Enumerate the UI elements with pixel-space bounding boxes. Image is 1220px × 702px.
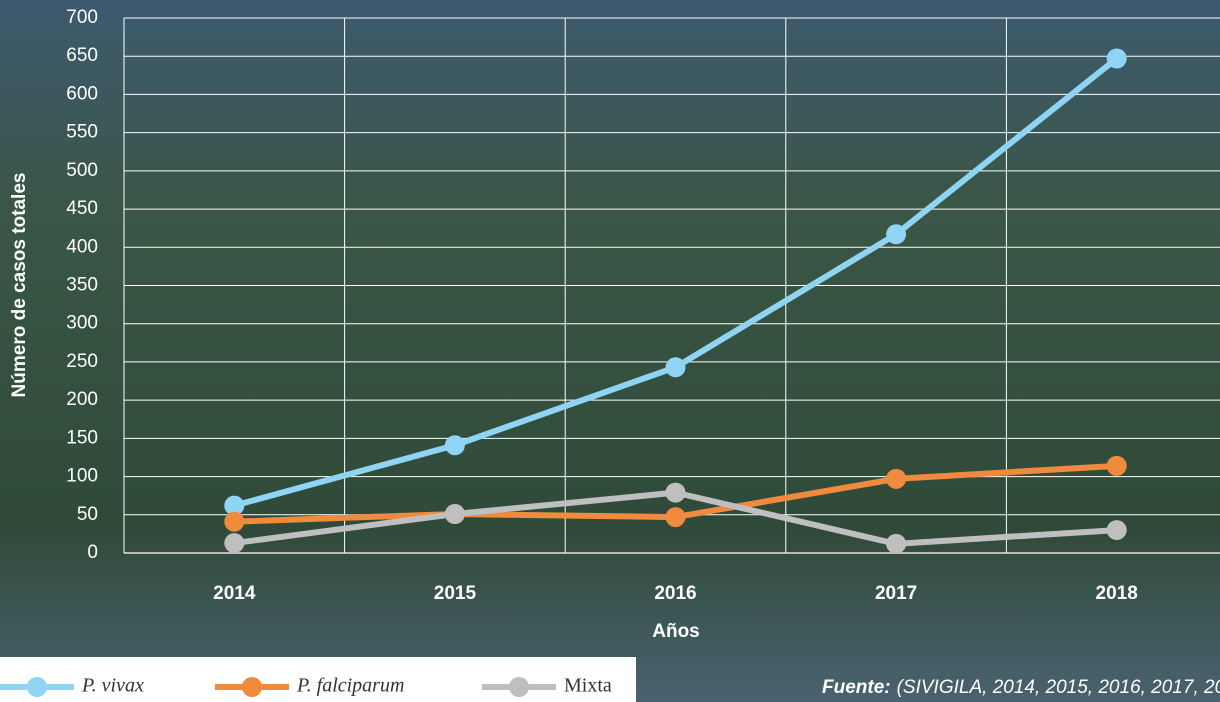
x-tick-label: 2016: [654, 583, 696, 604]
source: (SIVIGILA, 2014, 2015, 2016, 2017, 2018): [897, 677, 1220, 698]
y-tick-label: 550: [66, 122, 98, 143]
y-axis-label: Número de casos totales: [9, 173, 30, 398]
legend-label: Mixta: [564, 675, 612, 697]
y-tick-label: 650: [66, 45, 98, 66]
point: [665, 482, 686, 503]
point: [665, 507, 686, 528]
legend-marker: [27, 677, 47, 697]
point: [224, 533, 245, 554]
legend-marker: [242, 677, 262, 697]
y-tick-label: 500: [66, 160, 98, 181]
y-tick-label: 200: [66, 389, 98, 410]
point: [444, 435, 465, 456]
legend-label: P. vivax: [81, 675, 144, 697]
source-text: Fuente: (SIVIGILA, 2014, 2015, 2016, 2017…: [822, 677, 1220, 698]
point: [1106, 48, 1127, 69]
y-tick-label: 300: [66, 313, 98, 334]
legend-label: P. falciparum: [296, 675, 404, 697]
y-tick-label: 700: [66, 7, 98, 28]
y-tick-label: 0: [87, 542, 98, 563]
source-label: Fuente:: [822, 677, 891, 698]
point: [886, 224, 907, 245]
y-tick-label: 250: [66, 351, 98, 372]
point: [1106, 520, 1127, 541]
x-tick-label: 2015: [434, 583, 477, 604]
legend-box: [0, 657, 636, 702]
x-tick-label: 2014: [213, 583, 256, 604]
point: [224, 495, 245, 516]
point: [665, 357, 686, 378]
point: [444, 504, 465, 525]
y-tick-label: 450: [66, 198, 98, 219]
point: [224, 511, 245, 532]
x-tick-label: 2018: [1096, 583, 1138, 604]
x-tick-label: 2017: [875, 583, 917, 604]
y-tick-label: 350: [66, 275, 98, 296]
y-tick-label: 150: [66, 427, 98, 448]
y-tick-label: 400: [66, 236, 98, 257]
legend: P. vivax P. falciparum Mixta: [0, 675, 612, 697]
point: [1106, 455, 1127, 476]
y-tick-label: 50: [77, 504, 98, 525]
y-tick-label: 600: [66, 83, 98, 104]
point: [886, 468, 907, 489]
y-tick-label: 100: [66, 466, 98, 487]
legend-marker: [509, 677, 529, 697]
x-axis-label: Años: [652, 621, 700, 642]
point: [886, 533, 907, 554]
